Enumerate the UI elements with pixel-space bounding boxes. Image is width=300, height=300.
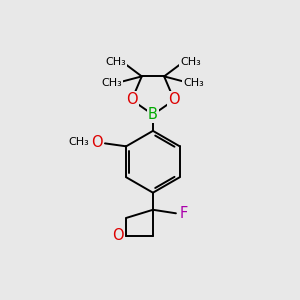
Text: CH₃: CH₃: [105, 57, 126, 67]
Text: CH₃: CH₃: [180, 57, 201, 67]
Text: O: O: [126, 92, 138, 107]
Text: F: F: [180, 206, 188, 221]
Text: CH₃: CH₃: [102, 78, 123, 88]
Text: O: O: [168, 92, 180, 107]
Text: B: B: [148, 107, 158, 122]
Text: O: O: [112, 228, 124, 243]
Text: CH₃: CH₃: [69, 137, 89, 147]
Text: CH₃: CH₃: [183, 78, 204, 88]
Text: O: O: [91, 135, 103, 150]
